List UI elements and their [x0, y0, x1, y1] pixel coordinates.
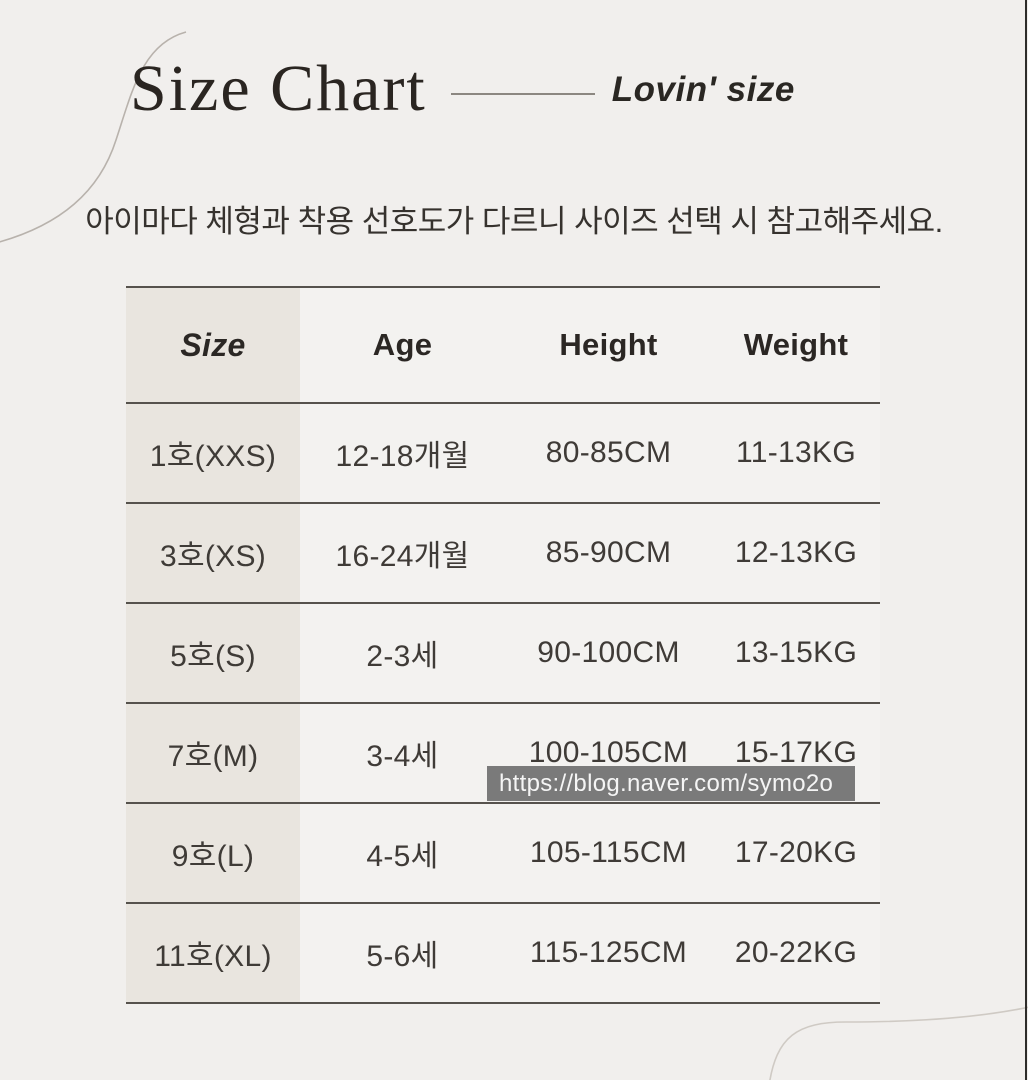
cell-age: 4-5세 — [300, 804, 505, 902]
cell-age: 2-3세 — [300, 604, 505, 702]
size-table: Size Age Height Weight 1호(XXS) 12-18개월 8… — [126, 286, 880, 1004]
header-cell-age: Age — [300, 288, 505, 402]
cell-weight: 11-13KG — [712, 404, 880, 502]
cell-size: 9호(L) — [126, 804, 300, 902]
page-title: Size Chart — [130, 52, 427, 125]
cell-size: 5호(S) — [126, 604, 300, 702]
table-row: 3호(XS) 16-24개월 85-90CM 12-13KG — [126, 502, 880, 602]
cell-age: 3-4세 — [300, 704, 505, 802]
cell-age: 12-18개월 — [300, 404, 505, 502]
cell-height: 85-90CM — [505, 504, 712, 602]
header-cell-size: Size — [126, 288, 300, 402]
cell-size: 3호(XS) — [126, 504, 300, 602]
cell-weight: 13-15KG — [712, 604, 880, 702]
cell-size: 7호(M) — [126, 704, 300, 802]
cell-height: 90-100CM — [505, 604, 712, 702]
title-divider — [450, 93, 595, 95]
cell-age: 5-6세 — [300, 904, 505, 1002]
cell-weight: 17-20KG — [712, 804, 880, 902]
cell-height: 80-85CM — [505, 404, 712, 502]
table-row: 9호(L) 4-5세 105-115CM 17-20KG — [126, 802, 880, 902]
cell-size: 11호(XL) — [126, 904, 300, 1002]
cell-age: 16-24개월 — [300, 504, 505, 602]
page-header: Size Chart Lovin' size — [130, 56, 795, 122]
cell-height: 105-115CM — [505, 804, 712, 902]
table-header-row: Size Age Height Weight — [126, 286, 880, 402]
table-row: 5호(S) 2-3세 90-100CM 13-15KG — [126, 602, 880, 702]
header-cell-weight: Weight — [712, 288, 880, 402]
header-cell-height: Height — [505, 288, 712, 402]
table-row: 7호(M) 3-4세 100-105CM 15-17KG — [126, 702, 880, 802]
cell-height: 115-125CM — [505, 904, 712, 1002]
table-row: 11호(XL) 5-6세 115-125CM 20-22KG — [126, 902, 880, 1004]
table-row: 1호(XXS) 12-18개월 80-85CM 11-13KG — [126, 402, 880, 502]
cell-size: 1호(XXS) — [126, 404, 300, 502]
image-right-edge — [1025, 0, 1027, 1080]
decorative-curve-bottom-right — [769, 1006, 1028, 1080]
cell-weight: 12-13KG — [712, 504, 880, 602]
cell-weight: 20-22KG — [712, 904, 880, 1002]
watermark-badge: https://blog.naver.com/symo2o — [487, 766, 855, 801]
subtitle: 아이마다 체형과 착용 선호도가 다르니 사이즈 선택 시 참고해주세요. — [85, 204, 943, 239]
brand-label: Lovin' size — [611, 70, 795, 109]
